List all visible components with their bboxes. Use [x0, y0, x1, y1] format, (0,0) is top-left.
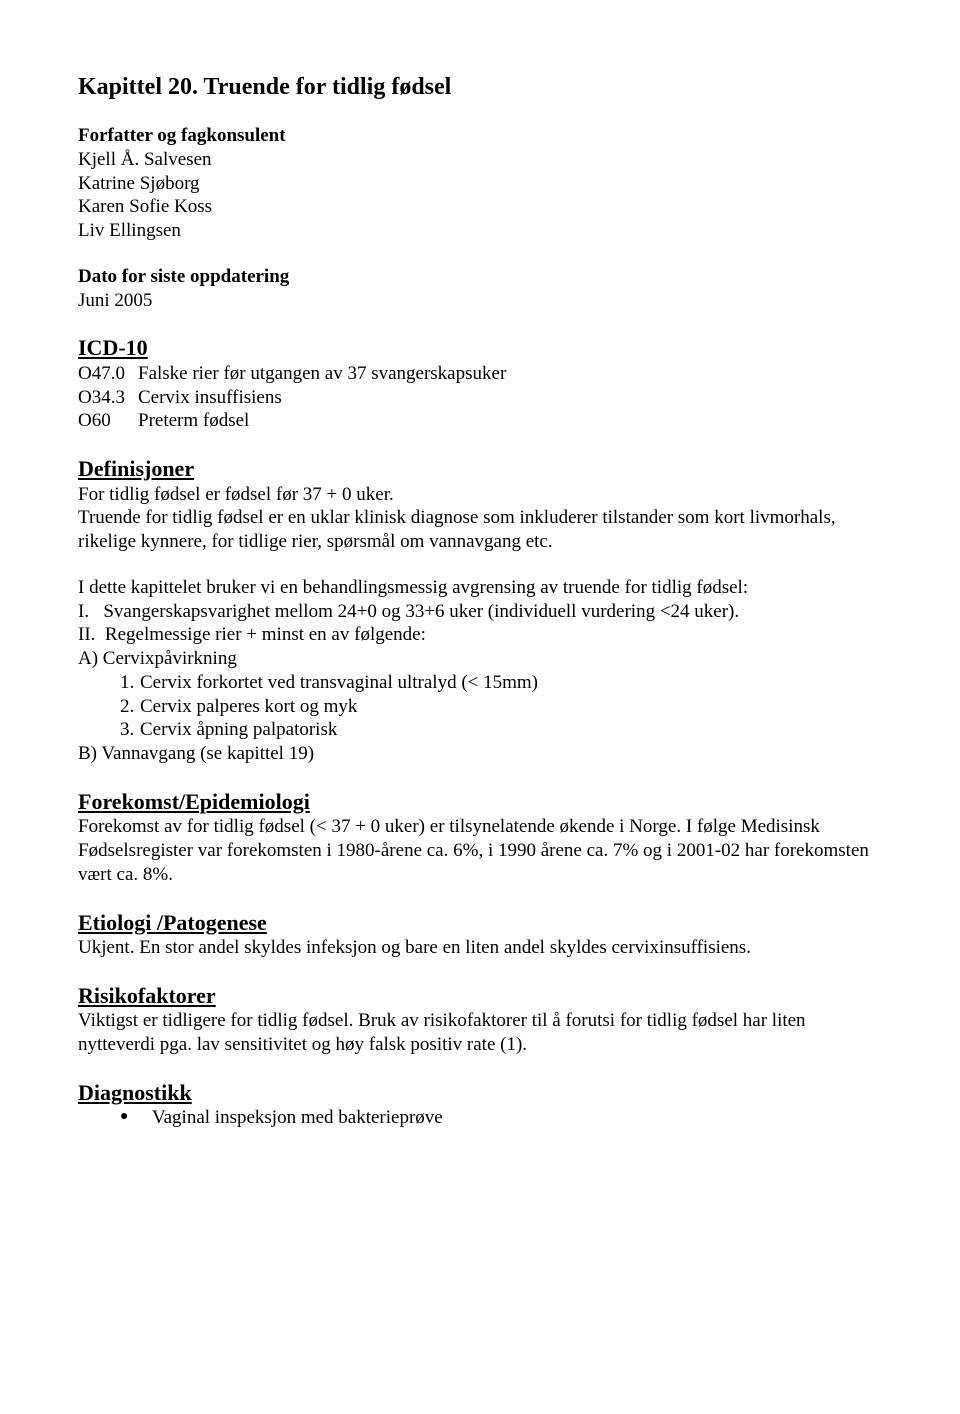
sub-b-label: B) Vannavgang (se kapittel 19): [78, 742, 882, 766]
icd10-text: Cervix insuffisiens: [138, 386, 282, 410]
diag-bullet-row: ● Vaginal inspeksjon med bakterieprøve: [78, 1106, 882, 1130]
icd10-code: O34.3: [78, 386, 138, 410]
author-line: Katrine Sjøborg: [78, 172, 882, 196]
icd10-text: Falske rier før utgangen av 37 svangersk…: [138, 362, 506, 386]
updated-heading: Dato for siste oppdatering: [78, 265, 882, 289]
epi-heading: Forekomst/Epidemiologi: [78, 788, 882, 816]
list-item: 2. Cervix palperes kort og myk: [78, 695, 882, 719]
etio-text: Ukjent. En stor andel skyldes infeksjon …: [78, 936, 882, 960]
icd10-code-row: O47.0 Falske rier før utgangen av 37 sva…: [78, 362, 882, 386]
author-line: Liv Ellingsen: [78, 219, 882, 243]
epi-text: Forekomst av for tidlig fødsel (< 37 + 0…: [78, 815, 882, 886]
icd10-text: Preterm fødsel: [138, 409, 249, 433]
etio-heading: Etiologi /Patogenese: [78, 909, 882, 937]
icd10-code: O60: [78, 409, 138, 433]
roman-item: II. Regelmessige rier + minst en av følg…: [78, 623, 882, 647]
sub-a-label: A) Cervixpåvirkning: [78, 647, 882, 671]
risk-heading: Risikofaktorer: [78, 982, 882, 1010]
list-item: 1. Cervix forkortet ved transvaginal ult…: [78, 671, 882, 695]
definitions-heading: Definisjoner: [78, 455, 882, 483]
updated-block: Dato for siste oppdatering Juni 2005: [78, 265, 882, 313]
definitions-p2: Truende for tidlig fødsel er en uklar kl…: [78, 506, 882, 554]
definitions-p1: For tidlig fødsel er fødsel før 37 + 0 u…: [78, 483, 882, 507]
list-item-number: 2.: [78, 695, 140, 719]
icd10-heading: ICD-10: [78, 334, 882, 362]
icd10-block: ICD-10 O47.0 Falske rier før utgangen av…: [78, 334, 882, 433]
epi-block: Forekomst/Epidemiologi Forekomst av for …: [78, 788, 882, 887]
diag-bullet-text: Vaginal inspeksjon med bakterieprøve: [152, 1106, 443, 1130]
diag-block: Diagnostikk ● Vaginal inspeksjon med bak…: [78, 1079, 882, 1130]
icd10-code-row: O34.3 Cervix insuffisiens: [78, 386, 882, 410]
authors-heading: Forfatter og fagkonsulent: [78, 124, 882, 148]
list-item-text: Cervix palperes kort og myk: [140, 695, 357, 719]
author-line: Kjell Å. Salvesen: [78, 148, 882, 172]
bullet-icon: ●: [120, 1106, 152, 1130]
list-item-number: 1.: [78, 671, 140, 695]
definitions-block: Definisjoner For tidlig fødsel er fødsel…: [78, 455, 882, 766]
blank-line: [78, 554, 882, 576]
icd10-code-row: O60 Preterm fødsel: [78, 409, 882, 433]
diag-heading: Diagnostikk: [78, 1079, 882, 1107]
risk-text: Viktigst er tidligere for tidlig fødsel.…: [78, 1009, 882, 1057]
updated-value: Juni 2005: [78, 289, 882, 313]
roman-item: I. Svangerskapsvarighet mellom 24+0 og 3…: [78, 600, 882, 624]
sub-a-list: 1. Cervix forkortet ved transvaginal ult…: [78, 671, 882, 742]
icd10-code: O47.0: [78, 362, 138, 386]
list-item-number: 3.: [78, 718, 140, 742]
author-line: Karen Sofie Koss: [78, 195, 882, 219]
risk-block: Risikofaktorer Viktigst er tidligere for…: [78, 982, 882, 1057]
list-item-text: Cervix forkortet ved transvaginal ultral…: [140, 671, 538, 695]
list-item-text: Cervix åpning palpatorisk: [140, 718, 337, 742]
definitions-p3: I dette kapittelet bruker vi en behandli…: [78, 576, 882, 600]
etio-block: Etiologi /Patogenese Ukjent. En stor and…: [78, 909, 882, 960]
roman-list: I. Svangerskapsvarighet mellom 24+0 og 3…: [78, 600, 882, 648]
chapter-title: Kapittel 20. Truende for tidlig fødsel: [78, 72, 882, 102]
list-item: 3. Cervix åpning palpatorisk: [78, 718, 882, 742]
authors-block: Forfatter og fagkonsulent Kjell Å. Salve…: [78, 124, 882, 243]
